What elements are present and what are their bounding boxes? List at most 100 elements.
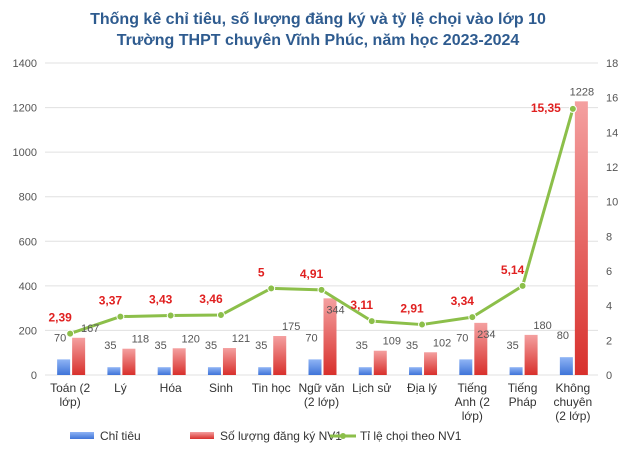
bar-chi-tieu	[358, 367, 372, 375]
bar-value-label-chi-tieu: 35	[155, 340, 167, 352]
ratio-value-label: 15,35	[531, 101, 561, 115]
right-axis-tick-label: 0	[606, 370, 612, 382]
category-label: Lịch sử	[352, 381, 391, 395]
bar-dang-ky	[172, 348, 186, 375]
bar-value-label-chi-tieu: 35	[506, 340, 518, 352]
ratio-value-label: 3,11	[350, 298, 373, 312]
ratio-value-label: 3,37	[99, 294, 123, 308]
ratio-point	[317, 285, 326, 294]
bar-value-label-chi-tieu: 35	[205, 340, 217, 352]
category-label: Pháp	[509, 395, 537, 409]
ratio-line-path	[69, 108, 575, 335]
bar-chi-tieu	[57, 359, 71, 375]
legend-label: Chỉ tiêu	[100, 429, 141, 443]
left-axis-tick-label: 0	[31, 370, 37, 382]
category-label: Tiếng	[508, 381, 538, 395]
legend-swatch-marker	[340, 433, 346, 439]
legend-label: Số lượng đăng ký NV1	[220, 429, 342, 443]
bar-dang-ky	[323, 298, 337, 375]
bar-value-label-chi-tieu: 35	[406, 340, 418, 352]
left-axis-tick-label: 800	[19, 192, 37, 204]
ratio-point	[216, 311, 225, 320]
category-label: lớp)	[60, 395, 81, 409]
bar-dang-ky	[574, 101, 588, 376]
gridlines	[45, 62, 598, 376]
right-axis-tick-label: 8	[606, 231, 612, 243]
bar-value-label-dang-ky: 1228	[570, 86, 594, 98]
category-label: Ngữ văn	[298, 381, 344, 395]
right-axis-tick-label: 18	[606, 58, 618, 70]
category-label: Tin học	[252, 381, 291, 395]
bar-dang-ky	[122, 348, 136, 375]
bar-chi-tieu	[459, 359, 473, 375]
right-axis-tick-label: 2	[606, 335, 612, 347]
bar-value-label-dang-ky: 109	[383, 336, 401, 348]
bar-dang-ky	[474, 322, 488, 375]
bar-value-label-chi-tieu: 70	[54, 332, 66, 344]
ratio-point	[116, 312, 125, 321]
category-label: lớp)	[462, 409, 483, 423]
bar-value-label-dang-ky: 121	[232, 333, 250, 345]
ratio-point	[518, 281, 527, 290]
ratio-value-label: 5,14	[501, 263, 525, 277]
bar-dang-ky	[424, 352, 438, 375]
bar-value-label-dang-ky: 120	[182, 333, 200, 345]
ratio-line	[66, 104, 577, 338]
bars	[57, 101, 588, 376]
category-label: chuyên	[554, 395, 593, 409]
bar-value-label-dang-ky: 175	[282, 321, 300, 333]
bar-chi-tieu	[258, 367, 272, 375]
category-label: (2 lớp)	[304, 395, 339, 409]
category-label: Sinh	[209, 381, 233, 395]
ratio-value-label: 3,34	[451, 294, 475, 308]
ratio-value-label: 2,91	[400, 302, 424, 316]
bar-chi-tieu	[559, 357, 573, 375]
category-label: Địa lý	[407, 381, 437, 395]
bar-value-label-dang-ky: 344	[326, 304, 344, 316]
legend: Chỉ tiêu Số lượng đăng ký NV1 Tỉ lệ chọi t…	[70, 429, 462, 443]
category-label: Lý	[114, 381, 127, 395]
bar-value-label-chi-tieu: 35	[356, 340, 368, 352]
ratio-point	[66, 329, 75, 338]
right-axis-tick-label: 16	[606, 93, 618, 105]
bar-value-label-chi-tieu: 35	[104, 340, 116, 352]
ratio-point	[568, 104, 577, 113]
right-axis-tick-label: 14	[606, 127, 618, 139]
bar-dang-ky	[222, 348, 236, 375]
bar-chi-tieu	[509, 367, 523, 375]
category-label: Anh (2	[455, 395, 491, 409]
bar-value-label-dang-ky: 102	[433, 337, 451, 349]
right-axis-tick-label: 10	[606, 197, 618, 209]
right-axis-tick-label: 4	[606, 301, 612, 313]
left-axis-tick-label: 600	[19, 236, 37, 248]
left-axis-tick-label: 200	[19, 325, 37, 337]
right-axis-tick-label: 6	[606, 266, 612, 278]
bar-chi-tieu	[107, 367, 121, 375]
left-axis-tick-label: 1200	[13, 103, 37, 115]
bar-dang-ky	[373, 350, 387, 375]
bar-value-label-chi-tieu: 80	[557, 330, 569, 342]
bar-chi-tieu	[308, 359, 322, 375]
legend-swatch	[190, 432, 214, 439]
category-label: (2 lớp)	[555, 409, 590, 423]
left-axis-ticks: 0 200 400 600 800 1000 1200 1400	[13, 58, 37, 382]
bar-chi-tieu	[207, 367, 221, 375]
bar-value-label-dang-ky: 180	[533, 320, 551, 332]
ratio-value-label: 3,43	[149, 293, 173, 307]
right-axis-tick-label: 12	[606, 162, 618, 174]
data-labels: 70 167 35 118 35 120 35 121 35 175 70 344 35 109 35 102…	[48, 86, 594, 352]
left-axis-tick-label: 400	[19, 281, 37, 293]
ratio-point	[166, 311, 175, 320]
bar-value-label-dang-ky: 167	[81, 323, 99, 335]
bar-chi-tieu	[157, 367, 171, 375]
ratio-value-label: 3,46	[199, 292, 223, 306]
bar-value-label-chi-tieu: 70	[305, 332, 317, 344]
bar-value-label-dang-ky: 234	[477, 329, 495, 341]
chart-title: Thống kê chỉ tiêu, số lượng đăng ký và t…	[90, 11, 546, 28]
bar-dang-ky	[72, 337, 86, 375]
ratio-value-label: 2,39	[48, 311, 72, 325]
ratio-point	[418, 320, 427, 329]
ratio-point	[468, 313, 477, 322]
